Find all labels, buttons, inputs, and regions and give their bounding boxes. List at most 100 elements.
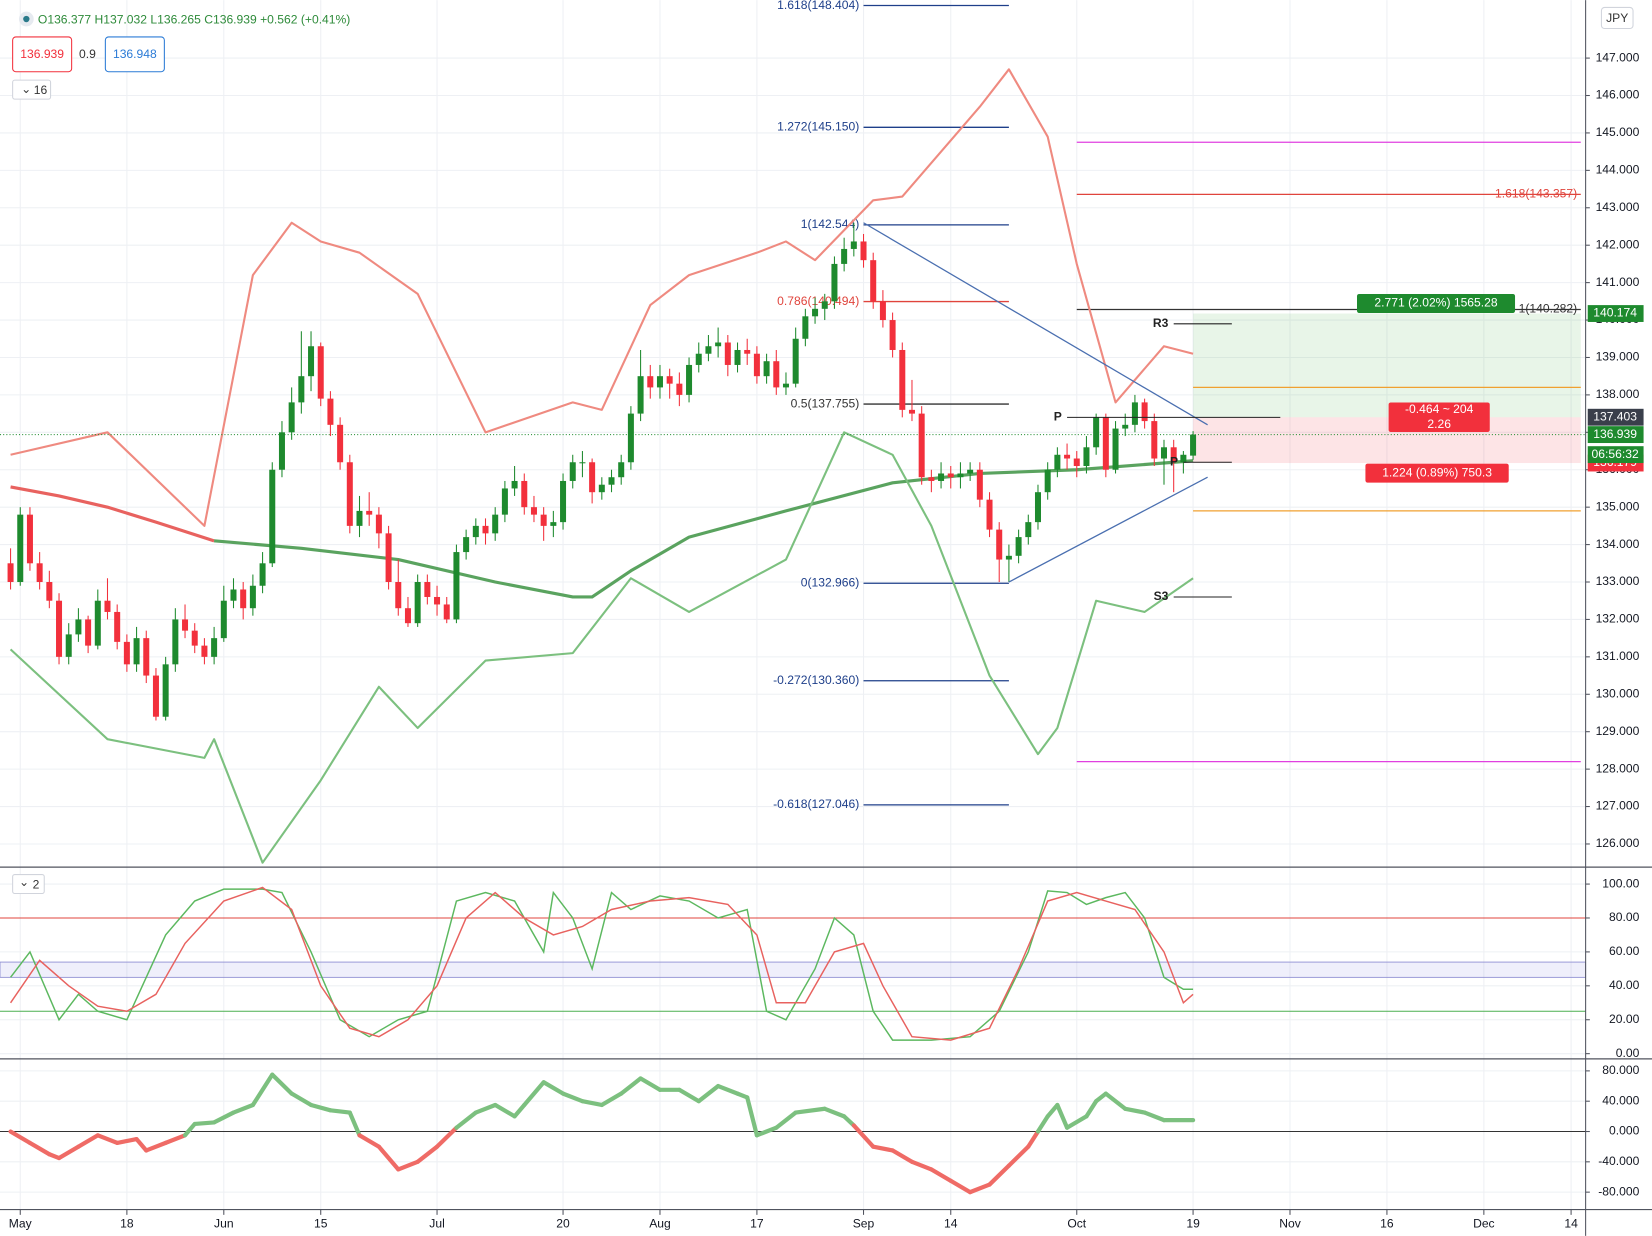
currency[interactable]: JPY (1606, 11, 1628, 25)
momentum-segment (56, 1144, 81, 1161)
pane-toggle[interactable] (12, 874, 45, 895)
candle-body (220, 600, 227, 639)
momentum-segment (1006, 1144, 1031, 1168)
candle-body (608, 477, 615, 485)
candle-body (705, 346, 712, 354)
candle-body (17, 514, 24, 583)
candle-body (627, 413, 634, 463)
y-tick-label: 126.000 (1596, 836, 1640, 850)
symbol-icon-dot (23, 15, 30, 23)
candle-body (734, 349, 741, 365)
indicator-line (10, 485, 215, 543)
pivot-label: S3 (1154, 589, 1169, 603)
momentum-segment (473, 1102, 498, 1115)
y-tick-label: 131.000 (1596, 649, 1640, 663)
momentum-segment (76, 1133, 100, 1149)
candle-body (1112, 428, 1119, 470)
candle-body (870, 260, 877, 302)
y-tick-label: -80.000 (1598, 1184, 1639, 1198)
fib-label: 0(132.966) (801, 575, 860, 589)
candle-body (56, 600, 63, 657)
candle-body (976, 469, 983, 500)
candle-body (482, 525, 489, 534)
momentum-segment (619, 1076, 643, 1096)
candle-body (46, 582, 53, 601)
momentum-segment (929, 1167, 953, 1183)
candle-body (1141, 402, 1148, 422)
position-label: -0.464 ~ 204 (1405, 402, 1474, 416)
ask-price[interactable]: 136.948 (113, 47, 157, 61)
y-tick-label: 143.000 (1596, 200, 1640, 214)
candle-body (967, 469, 974, 474)
candle-body (560, 480, 567, 523)
momentum-segment (890, 1148, 915, 1164)
trendline (863, 222, 1208, 426)
candle-body (521, 480, 528, 508)
position-label: 1.224 (0.89%) 750.3 (1382, 465, 1492, 479)
overlay: O136.377 H137.032 L136.265 C136.939 +0.5… (12, 6, 1644, 895)
momentum-segment (376, 1144, 401, 1172)
candle-body (928, 477, 935, 481)
momentum-segment (948, 1178, 973, 1195)
spread: 0.9 (79, 47, 96, 61)
trendline (1008, 476, 1208, 583)
candle-body (501, 488, 508, 515)
pane-setting[interactable]: 16 (34, 83, 48, 97)
momentum-segment (1026, 1129, 1041, 1149)
candle-body (530, 507, 537, 515)
y-tick-label: 100.00 (1602, 876, 1639, 890)
momentum-segment (560, 1091, 585, 1104)
candle-body (162, 664, 169, 717)
momentum-segment (512, 1102, 527, 1119)
x-tick-label: 19 (1186, 1217, 1200, 1231)
momentum-segment (8, 1129, 33, 1145)
momentum-segment (163, 1133, 188, 1145)
fib-label: 0.786(140.494) (777, 294, 859, 308)
x-tick-label: May (9, 1217, 33, 1231)
candle-body (85, 619, 92, 646)
fib-label: -0.618(127.046) (773, 797, 859, 811)
pane-toggle[interactable] (12, 79, 52, 100)
position-loss-zone (1193, 417, 1581, 464)
y-tick-label: 80.00 (1609, 910, 1640, 924)
bid-price[interactable]: 136.939 (20, 47, 64, 61)
momentum-segment (144, 1140, 168, 1153)
x-tick-label: 14 (944, 1217, 958, 1231)
momentum-segment (1084, 1099, 1099, 1119)
buy-button[interactable] (104, 36, 165, 73)
oscillator-line (9, 886, 1194, 1041)
momentum-segment (541, 1080, 566, 1096)
position-label: 2.771 (2.02%) 1565.28 (1374, 296, 1497, 310)
momentum-segment (1103, 1091, 1128, 1111)
y-tick-label: 130.000 (1596, 686, 1640, 700)
price-tag (1587, 305, 1644, 322)
candle-body (114, 611, 121, 642)
candle-body (298, 376, 305, 403)
y-tick-label: 40.00 (1609, 978, 1640, 992)
candle-body (782, 383, 789, 388)
candle-body (589, 462, 596, 493)
pane-setting[interactable]: 2 (33, 877, 40, 891)
candle-body (938, 473, 945, 481)
momentum-segment (347, 1110, 362, 1138)
momentum-segment (192, 1120, 217, 1127)
momentum-segment (871, 1144, 895, 1153)
momentum-segment (851, 1123, 876, 1149)
candle-body (65, 634, 72, 657)
candle-body (317, 346, 324, 399)
currency-button[interactable] (1600, 6, 1634, 30)
x-tick-label: Sep (853, 1217, 875, 1231)
candle-body (831, 263, 838, 302)
candle-body (540, 514, 547, 526)
candle-body (201, 645, 208, 657)
candle-body (346, 462, 353, 526)
candle-body (133, 638, 140, 665)
candle-body (986, 499, 993, 530)
momentum-segment (1123, 1106, 1147, 1115)
price-tag-label: 136.939 (1593, 427, 1637, 441)
sell-button[interactable] (12, 36, 73, 73)
momentum-segment (968, 1182, 992, 1195)
momentum-segment (1035, 1114, 1050, 1134)
